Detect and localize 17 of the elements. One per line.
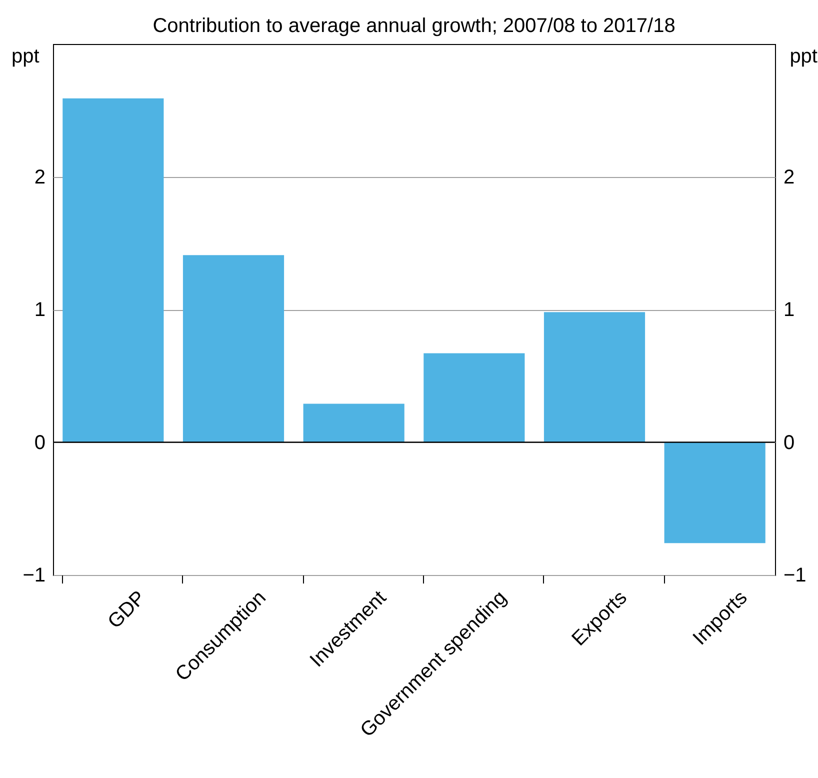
bar <box>182 255 284 442</box>
y2-axis-title: ppt <box>790 46 818 68</box>
y2-tick-label: −1 <box>784 564 806 586</box>
bar <box>303 404 404 442</box>
y-axis-title: ppt <box>12 46 40 68</box>
y-tick-label: 2 <box>34 166 46 188</box>
chart-title: Contribution to average annual growth; 2007/08 to 2017/18 <box>152 15 676 37</box>
y-tick-label: 0 <box>34 432 46 454</box>
bar <box>424 353 525 442</box>
y2-tick-label: 1 <box>784 299 795 321</box>
bar <box>62 98 164 442</box>
y-tick-label: 1 <box>34 299 46 321</box>
y2-tick-label: 0 <box>784 432 795 454</box>
y2-tick-label: 2 <box>784 166 795 188</box>
y-tick-label: −1 <box>22 564 46 586</box>
bar <box>544 312 646 442</box>
bar <box>664 442 766 544</box>
